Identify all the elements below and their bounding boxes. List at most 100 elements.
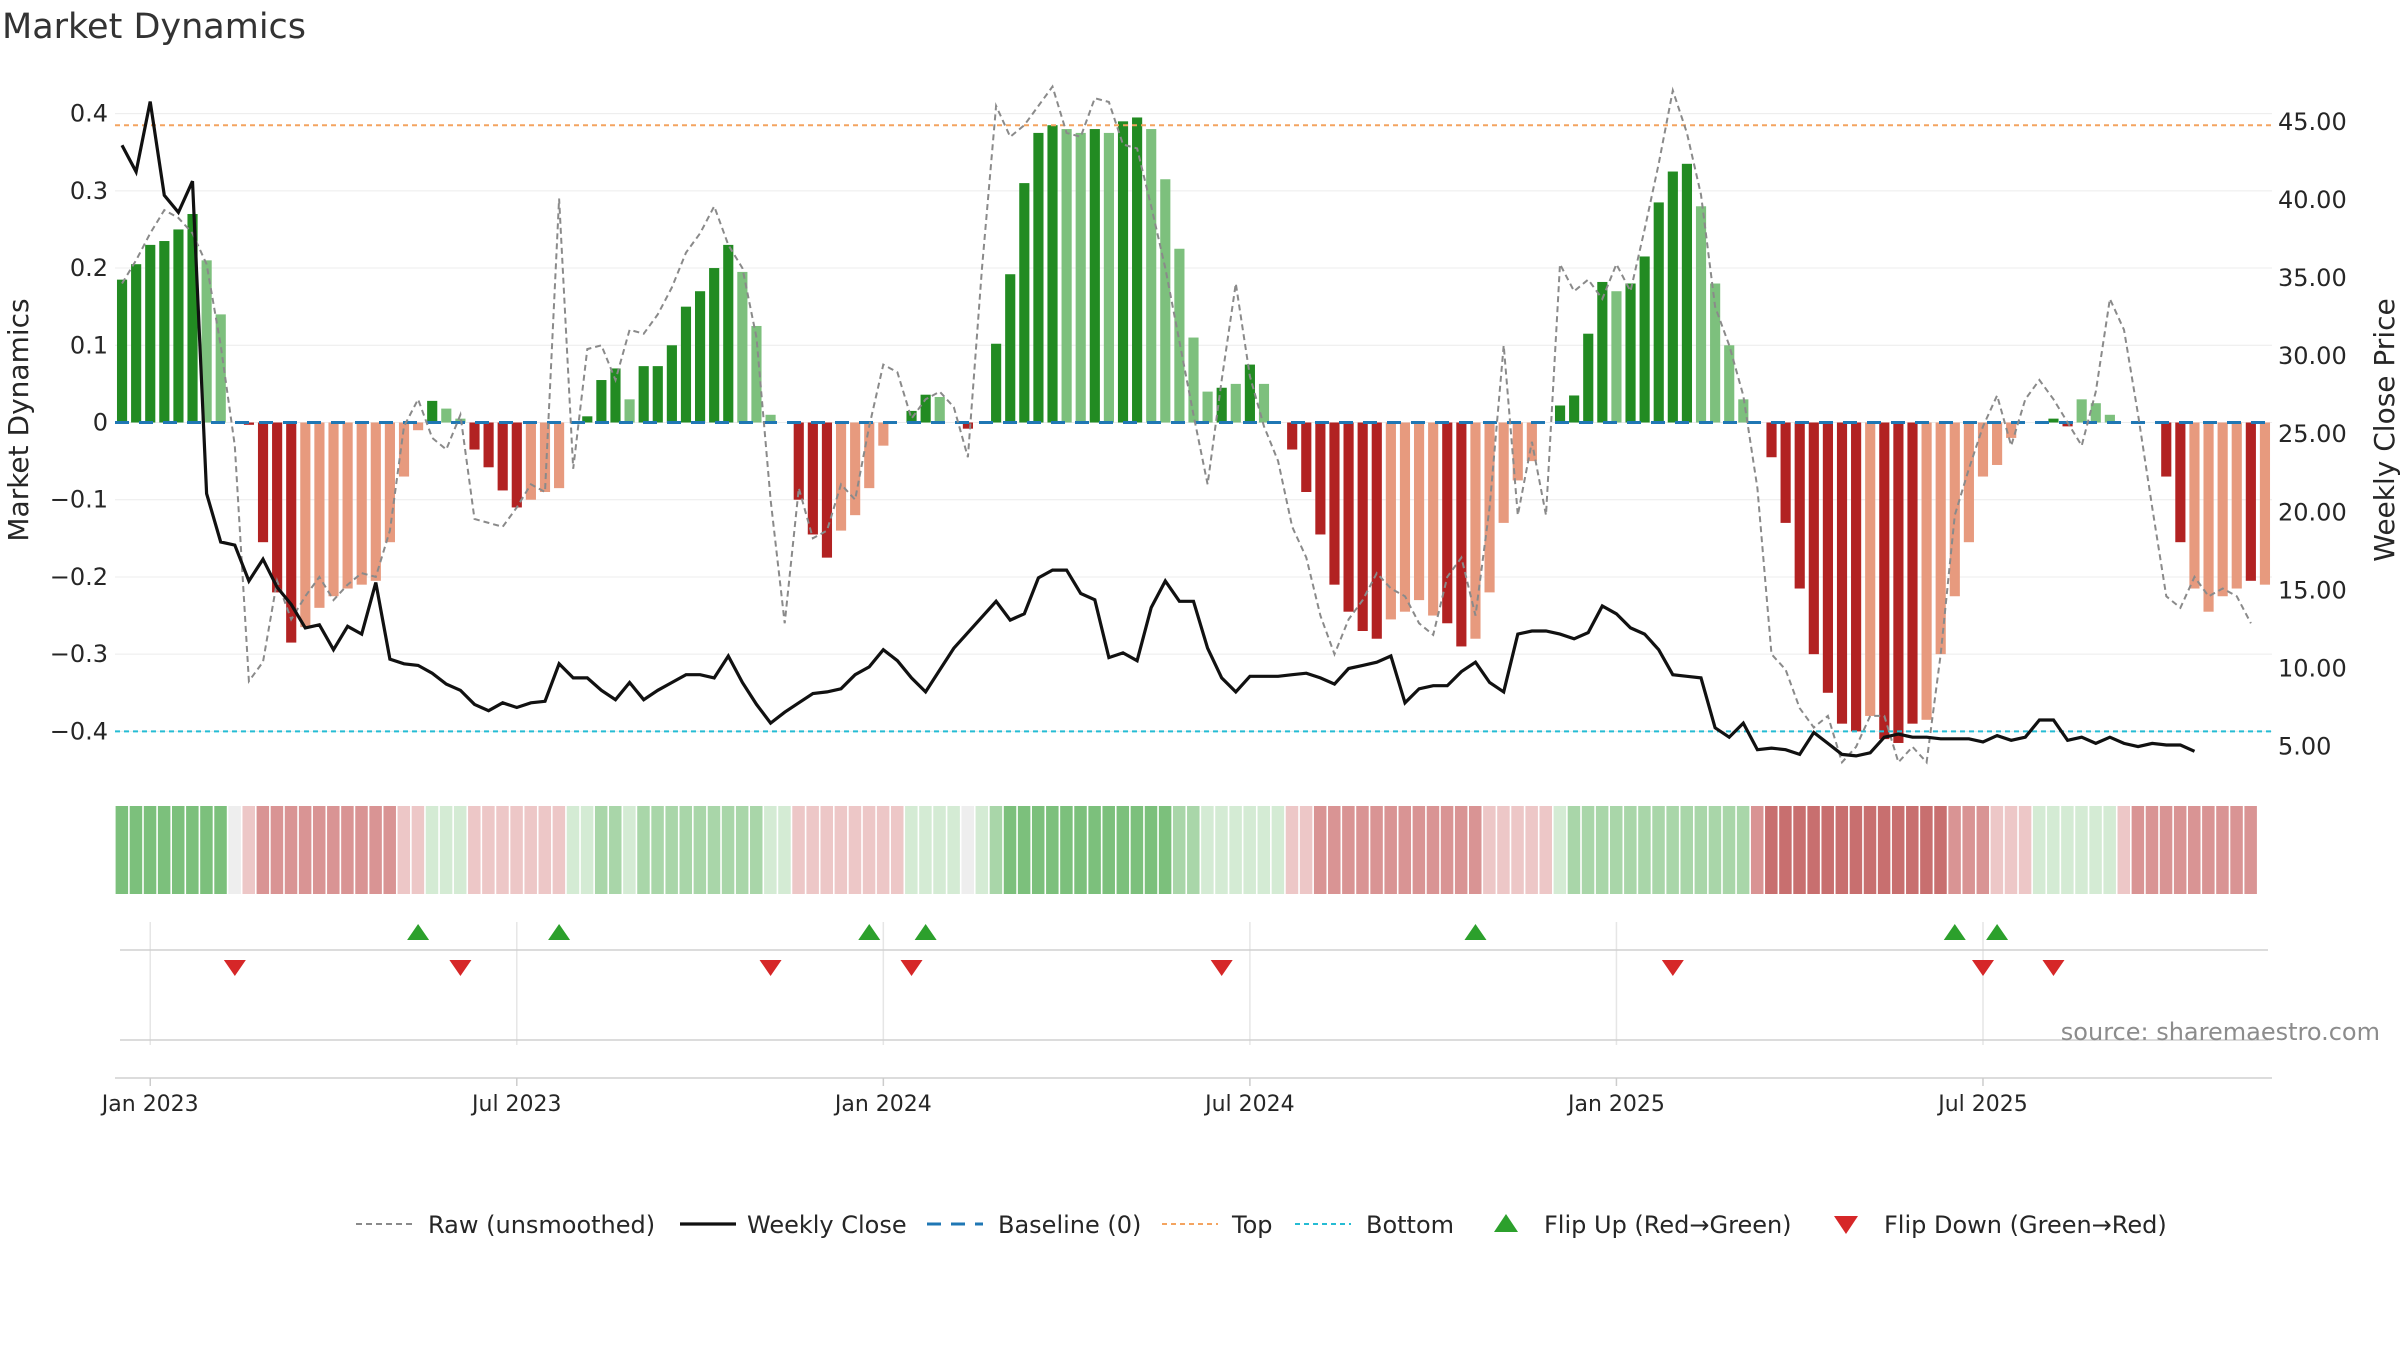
legend-label: Flip Up (Red→Green) (1544, 1211, 1792, 1239)
band-cell (453, 806, 467, 894)
bar (1667, 171, 1678, 423)
band-cell (1243, 806, 1256, 894)
band-cell (312, 806, 326, 894)
bar (413, 422, 424, 431)
bar (2048, 418, 2059, 423)
band-cell (2173, 806, 2187, 894)
bar (441, 408, 452, 423)
bar (1329, 422, 1340, 585)
band-cell (820, 806, 833, 894)
band-cell (341, 806, 354, 894)
y-axis-left: 0.4 0.3 0.2 0.1 0 −0.1 −0.2 −0.3 −0.4 (50, 100, 108, 746)
band-cell (1215, 806, 1228, 894)
bar (1611, 291, 1622, 423)
y-tick-label: −0.3 (50, 640, 108, 668)
band-cell (792, 806, 805, 894)
y2-tick-label: 15.00 (2278, 576, 2347, 604)
bar (2231, 422, 2242, 589)
band-cell (1708, 806, 1722, 894)
band-cell (1891, 806, 1905, 894)
bar (793, 422, 804, 500)
bar (1569, 395, 1580, 423)
band-cell (2032, 806, 2046, 894)
band-cell (2188, 806, 2201, 894)
bar (666, 345, 677, 423)
band-cell (2216, 806, 2229, 894)
bar (737, 271, 748, 423)
bar (1822, 422, 1833, 693)
band-cell (1680, 806, 1693, 894)
bar (1738, 399, 1749, 423)
band-cell (2202, 806, 2215, 894)
band-cell (1609, 806, 1623, 894)
bar (328, 422, 339, 597)
bar (215, 314, 226, 423)
band-cell (665, 806, 678, 894)
y-tick-label: 0.3 (70, 177, 108, 205)
band-cell (327, 806, 340, 894)
bar (1089, 129, 1100, 423)
band-cell (1863, 806, 1877, 894)
color-band-strip (115, 806, 2257, 894)
band-cell (933, 806, 946, 894)
bar (384, 422, 395, 543)
bar (497, 422, 508, 491)
band-cell (1624, 806, 1637, 894)
band-cell (1046, 806, 1059, 894)
bar (1808, 422, 1819, 655)
band-cell (2244, 806, 2257, 894)
x-tick-label: Jul 2024 (1203, 1092, 1295, 1117)
bar (1047, 125, 1058, 423)
bar (751, 325, 762, 423)
bar (652, 366, 663, 423)
bar (1963, 422, 1974, 543)
bar (1554, 405, 1566, 423)
bar (1695, 206, 1707, 423)
band-cell (1948, 806, 1961, 894)
bar (1992, 422, 2003, 465)
bar (1949, 422, 1960, 597)
flip-markers-panel (120, 922, 2268, 1045)
band-cell (1144, 806, 1158, 894)
band-cell (1525, 806, 1538, 894)
bar (145, 244, 156, 423)
bar (257, 422, 269, 543)
bar (1343, 422, 1354, 612)
band-cell (1962, 806, 1975, 894)
bar (1174, 248, 1185, 423)
band-cell (439, 806, 453, 894)
bar (1202, 391, 1213, 423)
bar (934, 397, 945, 423)
band-cell (989, 806, 1003, 894)
bar (2217, 422, 2228, 597)
bar (2161, 422, 2172, 477)
y2-tick-label: 35.00 (2278, 264, 2347, 292)
bar (1512, 422, 1523, 481)
y2-tick-label: 5.00 (2278, 733, 2331, 761)
band-cell (778, 806, 791, 894)
bar (1879, 422, 1890, 740)
bar (1160, 179, 1171, 423)
bar (906, 410, 917, 423)
legend-label: Flip Down (Green→Red) (1884, 1211, 2167, 1239)
band-cell (1920, 806, 1933, 894)
bar (286, 422, 297, 643)
band-cell (1257, 806, 1271, 894)
flip-down-marker (2042, 960, 2065, 976)
bar (1583, 333, 1594, 423)
band-cell (1765, 806, 1778, 894)
band-cell (510, 806, 523, 894)
band-cell (623, 806, 636, 894)
legend-flip-up-icon (1494, 1214, 1518, 1232)
bar (1935, 422, 1946, 655)
y-tick-label: 0.4 (70, 100, 108, 128)
bar (1921, 422, 1932, 720)
y-tick-label: 0 (93, 409, 108, 437)
weekly-close-line (120, 101, 2196, 758)
chart-title: Market Dynamics (2, 7, 306, 47)
band-cell (1060, 806, 1073, 894)
band-cell (2117, 806, 2131, 894)
band-cell (1779, 806, 1792, 894)
band-cell (1130, 806, 1144, 894)
band-cell (228, 806, 241, 894)
